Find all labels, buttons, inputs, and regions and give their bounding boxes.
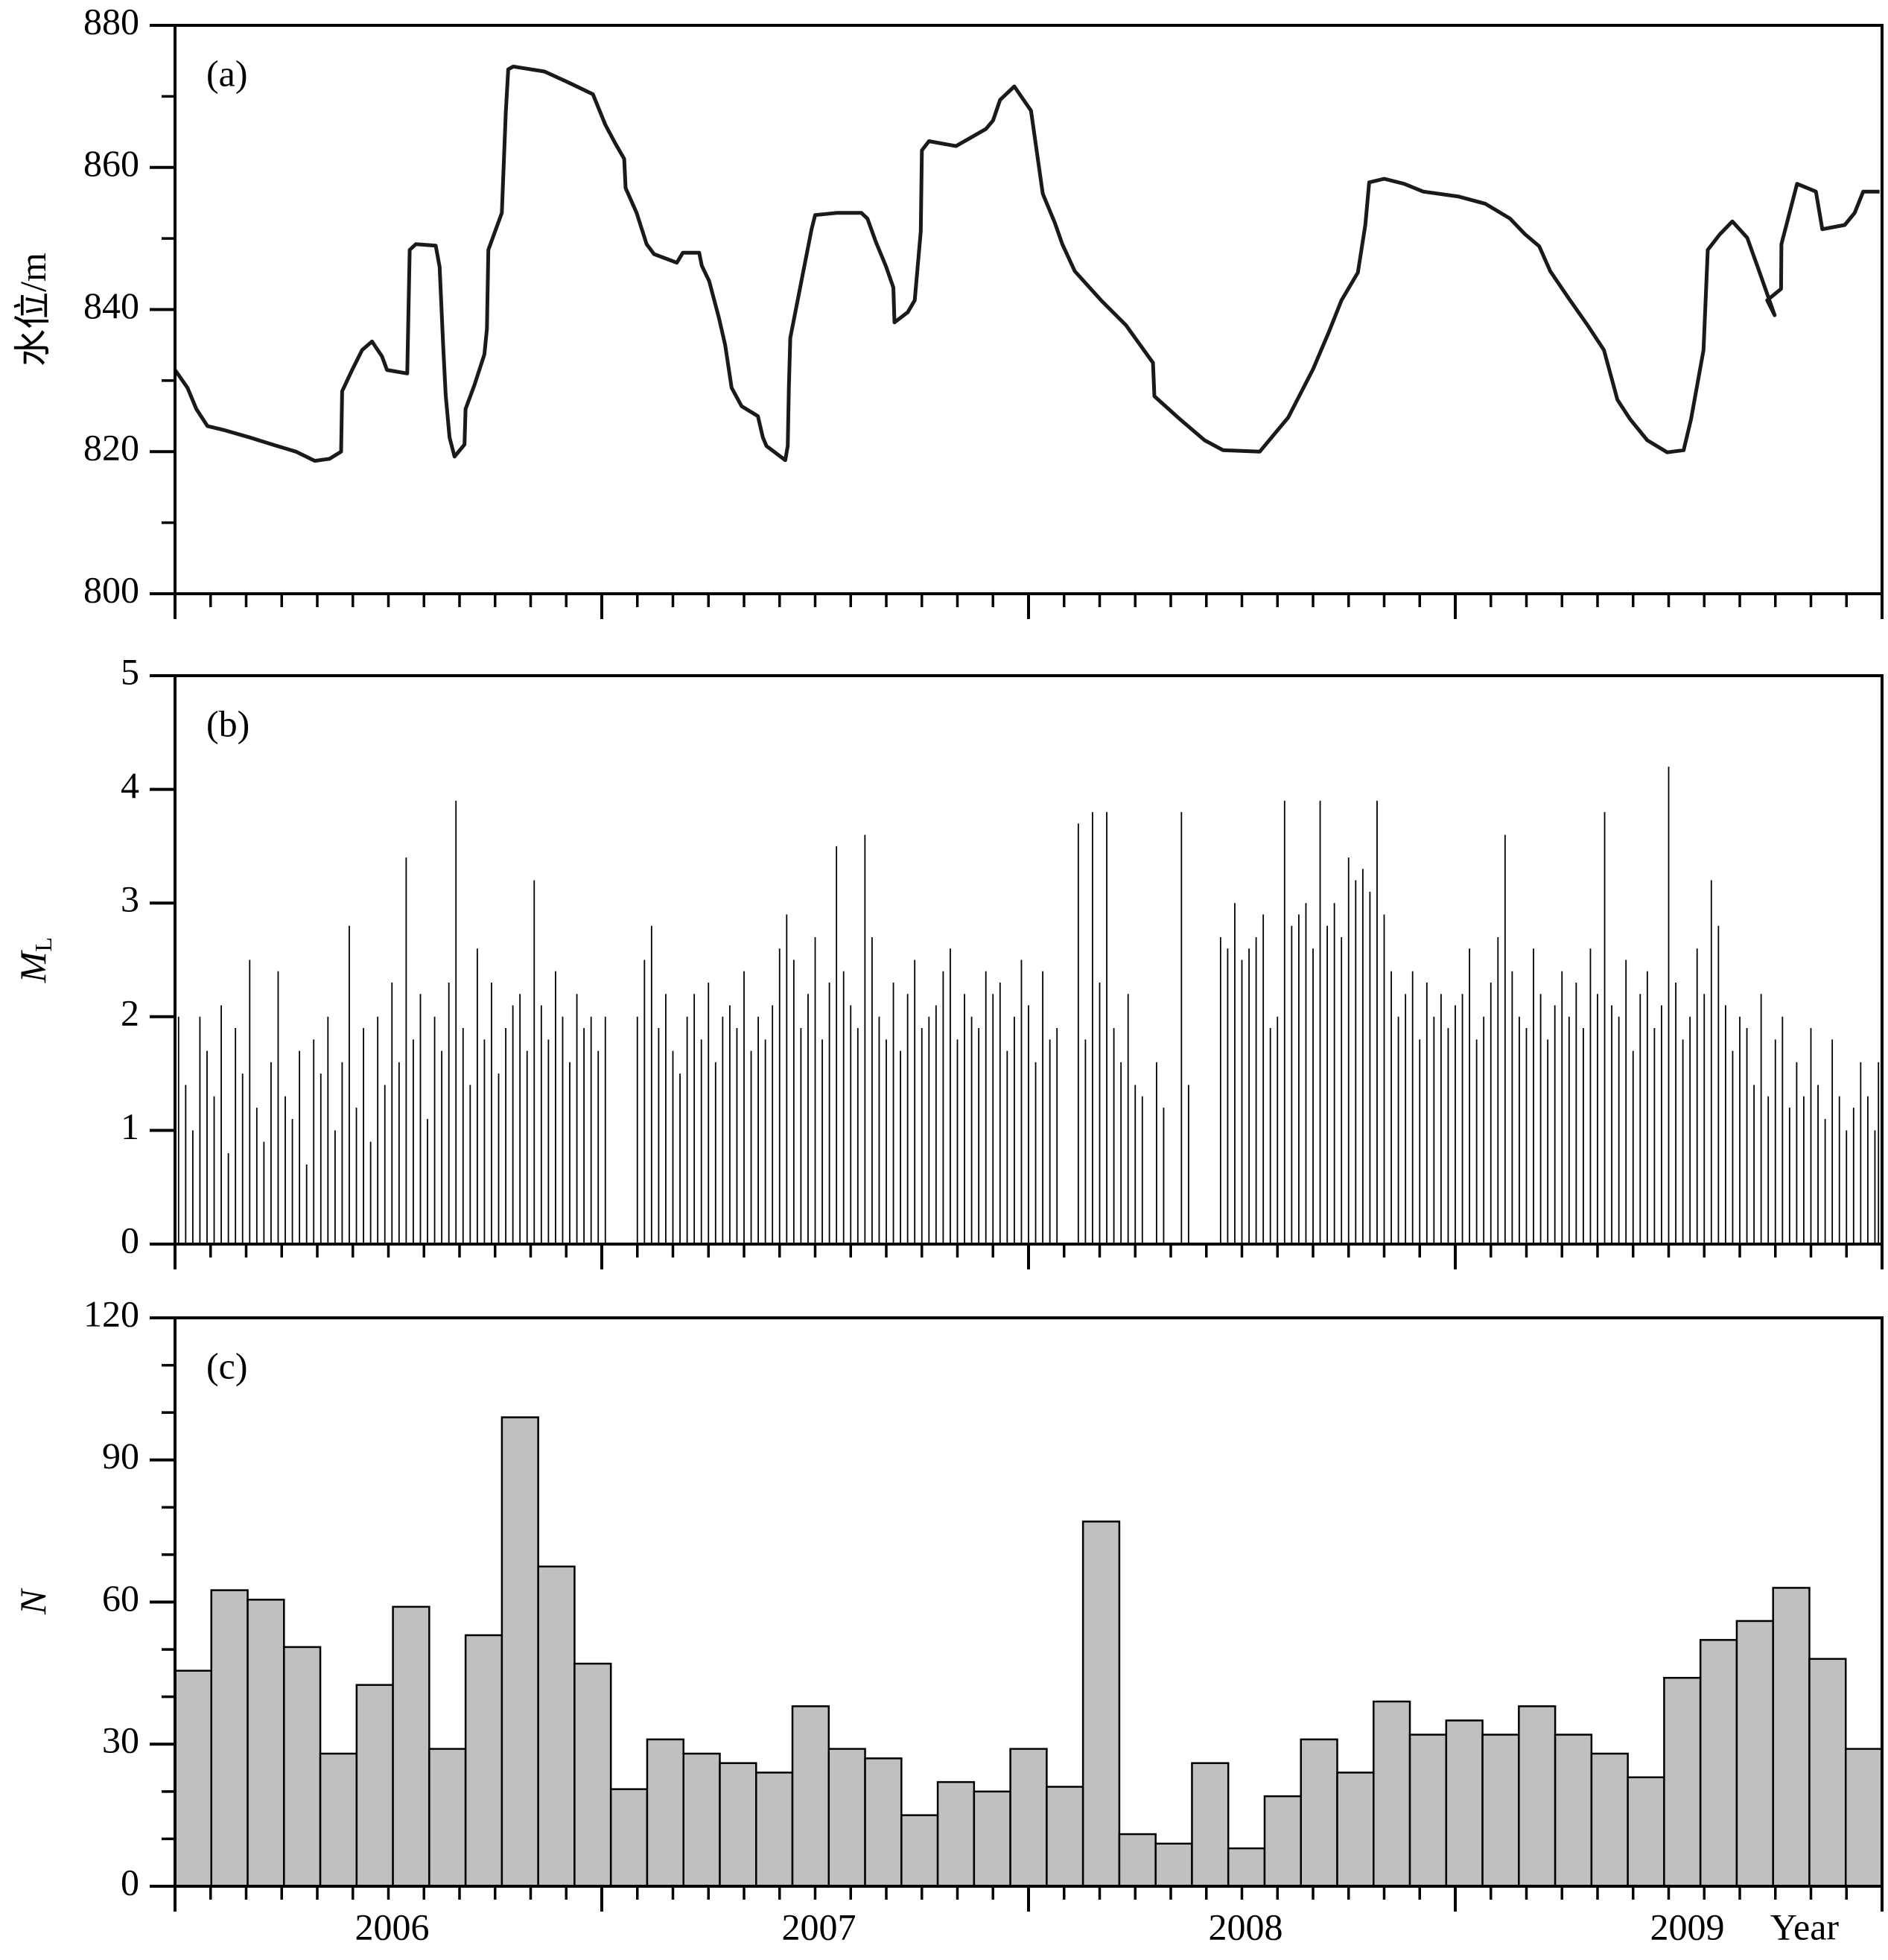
bar [1300,1738,1338,1888]
bar [1844,1748,1884,1888]
y-tick-label: 5 [121,650,139,692]
y-axis-label: ML [12,937,57,983]
bar [1263,1795,1302,1888]
bar [900,1814,939,1888]
bar [1336,1772,1375,1888]
y-axis-label-text: N [12,1588,54,1615]
bar [1227,1847,1266,1888]
bar [1118,1833,1157,1888]
bar [1627,1776,1665,1888]
y-axis-label: 水位/m [12,253,54,367]
y-tick-label: 800 [83,568,139,610]
y-tick-label: 840 [83,285,139,326]
x-axis-label: Year [1770,1906,1839,1947]
bar [283,1646,322,1888]
bar [755,1772,794,1888]
bar [791,1705,830,1888]
panel: 800 820 840 860 880 (a) 水位/m [12,0,1884,619]
bar [1408,1734,1448,1888]
y-tick-label: 1 [121,1106,139,1147]
water-level-line [173,64,1880,463]
panel: 0 1 2 3 4 5 (b) ML [12,650,1884,1269]
bar [392,1605,430,1888]
y-tick-label: 860 [83,142,139,184]
bar [1518,1705,1557,1888]
bar [682,1752,721,1888]
bar [464,1634,503,1888]
y-axis-label-text: M [12,950,54,983]
y-tick-label: 90 [102,1435,139,1477]
bar [864,1757,903,1888]
y-tick-label: 120 [83,1293,139,1334]
bar [1772,1587,1811,1888]
y-axis-label-subscript: L [30,937,57,952]
year-label: 2008 [1209,1906,1283,1947]
bar [1554,1734,1593,1888]
bar [1663,1676,1702,1888]
bar [1154,1842,1193,1888]
bar [1009,1748,1048,1888]
bar [1046,1786,1084,1888]
y-tick-label: 60 [102,1577,139,1619]
y-tick-label: 4 [121,764,139,806]
bar [428,1748,467,1888]
y-tick-label: 880 [83,0,139,42]
y-tick-label: 2 [121,992,139,1033]
panel-label: (c) [206,1345,248,1386]
panel: 0 30 60 90 120 (c) N 2006 2007 2008 2009 Year [12,1293,1884,1947]
bar [1445,1719,1484,1888]
y-tick-label: 30 [102,1719,139,1761]
bar [719,1762,757,1888]
bar [1735,1620,1774,1888]
bar [973,1790,1011,1888]
bar [1191,1762,1230,1888]
y-tick-label: 0 [121,1219,139,1260]
bar [174,1669,213,1888]
bar [936,1780,976,1888]
bar [609,1788,649,1888]
bar [827,1748,866,1888]
bar [210,1589,249,1888]
y-axis-label: N [12,1588,54,1615]
panel-label: (a) [206,52,248,94]
panel-label: (b) [206,703,249,744]
bar [1081,1520,1121,1888]
bar [573,1662,612,1888]
bar [646,1738,684,1888]
y-axis-label-text: 水位/m [12,253,54,367]
year-label: 2007 [782,1906,856,1947]
bar [1373,1700,1411,1888]
year-label: 2006 [355,1906,430,1947]
y-tick-label: 820 [83,427,139,469]
bar [500,1416,539,1888]
plot-frame [174,24,1884,595]
bar [1590,1752,1629,1888]
bar [247,1599,285,1888]
bar [1699,1639,1738,1888]
y-tick-label: 3 [121,878,139,920]
bar [355,1684,394,1888]
bar [537,1565,576,1888]
bar [1481,1734,1520,1888]
y-tick-label: 0 [121,1861,139,1903]
bar [319,1752,358,1888]
year-label: 2009 [1650,1906,1725,1947]
bar [1808,1658,1847,1888]
